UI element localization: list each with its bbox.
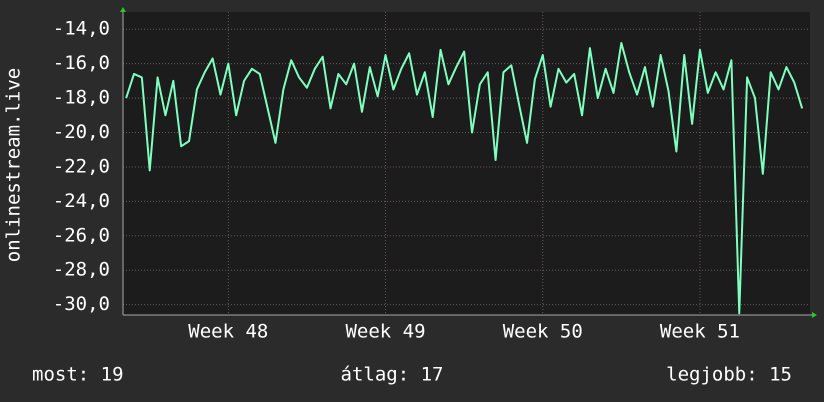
stat-best: legjobb: 15 <box>666 364 792 386</box>
data-line <box>125 41 804 315</box>
y-tick-label: -18,0 <box>53 87 110 109</box>
y-tick-label: -28,0 <box>53 259 110 281</box>
axis-arrow <box>120 7 126 12</box>
y-tick-label: -22,0 <box>53 155 110 177</box>
stat-current: most: 19 <box>32 364 124 386</box>
x-tick-label: Week 51 <box>660 321 740 343</box>
y-tick-label: -20,0 <box>53 121 110 143</box>
x-tick-label: Week 49 <box>345 321 425 343</box>
y-tick-label: -30,0 <box>53 293 110 315</box>
y-tick-label: -24,0 <box>53 190 110 212</box>
plot-area <box>123 12 810 315</box>
y-tick-label: -26,0 <box>53 224 110 246</box>
x-tick-label: Week 50 <box>503 321 583 343</box>
stat-average: átlag: 17 <box>341 364 444 386</box>
marks <box>125 41 804 315</box>
grid <box>123 12 810 315</box>
axis-arrow <box>812 312 817 318</box>
x-tick-label: Week 48 <box>188 321 268 343</box>
y-axis-label: onlinestream.live <box>3 68 25 262</box>
y-tick-label: -14,0 <box>53 18 110 40</box>
y-tick-label: -16,0 <box>53 52 110 74</box>
